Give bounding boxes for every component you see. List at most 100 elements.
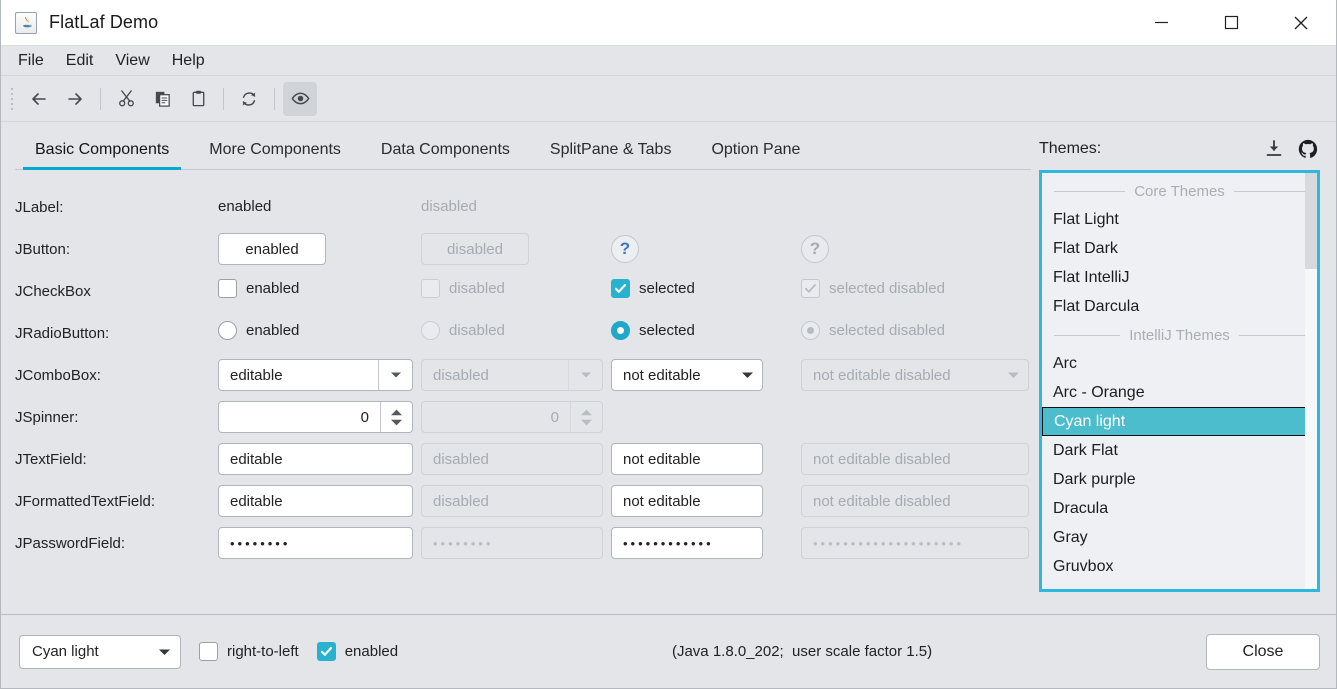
combobox-editable-value[interactable]: editable	[230, 366, 283, 384]
toolbar-separator-3	[274, 87, 275, 110]
eye-icon[interactable]	[283, 81, 317, 116]
close-button[interactable]: Close	[1206, 633, 1320, 670]
menu-item-file[interactable]: File	[18, 51, 44, 69]
tab-data-components[interactable]: Data Components	[380, 141, 510, 158]
minimize-icon[interactable]	[1126, 0, 1196, 45]
passwordfield-editable[interactable]: ••••••••	[218, 527, 413, 559]
chevron-down-icon[interactable]	[732, 360, 762, 390]
separator-line	[1054, 190, 1126, 192]
basic-components-form: JLabel: enabled disabled JButton: enable…	[15, 170, 1031, 614]
enabled-checkbox[interactable]: enabled	[316, 642, 398, 661]
java-coffee-icon	[15, 11, 37, 34]
row-jlabel: JLabel: enabled disabled	[15, 186, 1031, 228]
radio-selected-label: selected	[639, 322, 695, 339]
formattedtextfield-not-editable[interactable]: not editable	[611, 485, 763, 517]
passwordfield-not-editable[interactable]: ••••••••••••	[611, 527, 763, 559]
toolbar-grip[interactable]	[7, 86, 17, 112]
label-jcombobox: JComboBox:	[15, 366, 101, 384]
separator-line	[1054, 334, 1121, 336]
theme-item-flat-darcula[interactable]: Flat Darcula	[1053, 297, 1140, 315]
spinner-stepper[interactable]	[380, 402, 412, 432]
row-jbutton: JButton: enabled disabled ? ?	[15, 228, 1031, 270]
theme-item-gruvbox[interactable]: Gruvbox	[1053, 557, 1114, 575]
theme-item-cyan-light[interactable]: Cyan light	[1042, 407, 1315, 436]
textfield-not-editable[interactable]: not editable	[611, 443, 763, 475]
bottom-bar: Cyan light right-to-left enabled (Java 1…	[1, 614, 1336, 688]
checkbox-box-icon	[421, 279, 440, 298]
maximize-icon[interactable]	[1196, 0, 1266, 45]
formattedtextfield-not-editable-disabled: not editable disabled	[801, 485, 1029, 517]
theme-item-dark-flat[interactable]: Dark Flat	[1053, 441, 1118, 459]
content-area: Basic Components More Components Data Co…	[1, 122, 1336, 614]
chevron-down-icon[interactable]	[378, 360, 412, 390]
radio-selected[interactable]: selected	[611, 321, 695, 340]
themes-group-title: Core Themes	[1134, 182, 1225, 200]
spinner-value[interactable]: 0	[360, 408, 369, 426]
paste-icon[interactable]	[181, 82, 215, 116]
chevron-down-icon[interactable]	[148, 648, 180, 656]
checkbox-check-icon	[801, 279, 820, 298]
theme-item-dracula[interactable]: Dracula	[1053, 499, 1109, 517]
menu-item-help[interactable]: Help	[171, 51, 205, 69]
jbutton-disabled: disabled	[421, 233, 529, 265]
theme-item-flat-intellij[interactable]: Flat IntelliJ	[1053, 268, 1130, 286]
label-jlabel: JLabel:	[15, 198, 64, 216]
combobox-not-editable[interactable]: not editable	[611, 359, 763, 391]
toolbar-separator	[100, 87, 101, 110]
theme-item-dark-purple[interactable]: Dark purple	[1053, 470, 1136, 488]
theme-item-flat-light[interactable]: Flat Light	[1053, 210, 1119, 228]
right-to-left-checkbox[interactable]: right-to-left	[199, 642, 299, 661]
themes-list-box[interactable]: Core Themes Flat Light Flat Dark Flat In…	[1039, 170, 1320, 592]
download-icon[interactable]	[1264, 139, 1284, 159]
theme-item-arc[interactable]: Arc	[1053, 354, 1077, 372]
refresh-icon[interactable]	[232, 82, 266, 116]
menu-item-view[interactable]: View	[115, 51, 150, 69]
passwordfield-not-editable-disabled: ••••••••••••••••••••	[801, 527, 1029, 559]
checkbox-disabled-label: disabled	[449, 280, 505, 297]
forward-icon[interactable]	[58, 82, 92, 116]
themes-scrollbar-thumb[interactable]	[1305, 173, 1317, 269]
themes-header: Themes:	[1039, 128, 1320, 170]
theme-selector-combobox[interactable]: Cyan light	[19, 634, 181, 669]
jlabel-enabled: enabled	[218, 198, 272, 215]
tab-option-pane[interactable]: Option Pane	[711, 141, 801, 158]
combobox-editable[interactable]: editable	[218, 359, 413, 391]
checkbox-box-icon	[199, 642, 218, 661]
github-icon[interactable]	[1298, 139, 1318, 159]
radio-enabled[interactable]: enabled	[218, 321, 299, 340]
textfield-editable[interactable]: editable	[218, 443, 413, 475]
checkbox-enabled[interactable]: enabled	[218, 279, 299, 298]
theme-item-flat-dark[interactable]: Flat Dark	[1053, 239, 1118, 257]
spinner-enabled[interactable]: 0	[218, 401, 413, 433]
tab-more-components[interactable]: More Components	[209, 141, 341, 158]
menu-item-edit[interactable]: Edit	[65, 51, 94, 69]
chevron-down-icon	[998, 360, 1028, 390]
combobox-not-editable-value: not editable	[623, 366, 701, 384]
label-jcheckbox: JCheckBox	[15, 282, 91, 300]
tab-splitpane-and-tabs[interactable]: SplitPane & Tabs	[549, 141, 672, 158]
theme-item-gray[interactable]: Gray	[1053, 528, 1088, 546]
radio-selected-disabled: selected disabled	[801, 321, 945, 340]
theme-selector-value: Cyan light	[32, 643, 99, 660]
checkbox-enabled-label: enabled	[246, 280, 300, 297]
chevron-down-icon	[568, 360, 602, 390]
java-version-info: (Java 1.8.0_202; user scale factor 1.5)	[671, 643, 933, 660]
textfield-disabled: disabled	[421, 443, 603, 475]
checkbox-selected[interactable]: selected	[611, 279, 695, 298]
help-button-enabled[interactable]: ?	[611, 235, 639, 263]
cut-icon[interactable]	[109, 82, 143, 116]
back-icon[interactable]	[22, 82, 56, 116]
theme-item-arc-orange[interactable]: Arc - Orange	[1053, 383, 1145, 401]
themes-scrollbar[interactable]	[1305, 173, 1317, 589]
label-jradiobutton: JRadioButton:	[15, 324, 110, 342]
tab-basic-components[interactable]: Basic Components	[15, 141, 189, 170]
checkbox-selected-disabled-label: selected disabled	[829, 280, 945, 297]
combobox-not-editable-disabled: not editable disabled	[801, 359, 1029, 391]
combobox-disabled-value: disabled	[433, 366, 489, 384]
window-controls	[1126, 0, 1336, 45]
formattedtextfield-editable[interactable]: editable	[218, 485, 413, 517]
jbutton-enabled[interactable]: enabled	[218, 233, 326, 265]
copy-icon[interactable]	[145, 82, 179, 116]
close-icon[interactable]	[1266, 0, 1336, 45]
password-dots: ••••••••	[433, 535, 494, 551]
